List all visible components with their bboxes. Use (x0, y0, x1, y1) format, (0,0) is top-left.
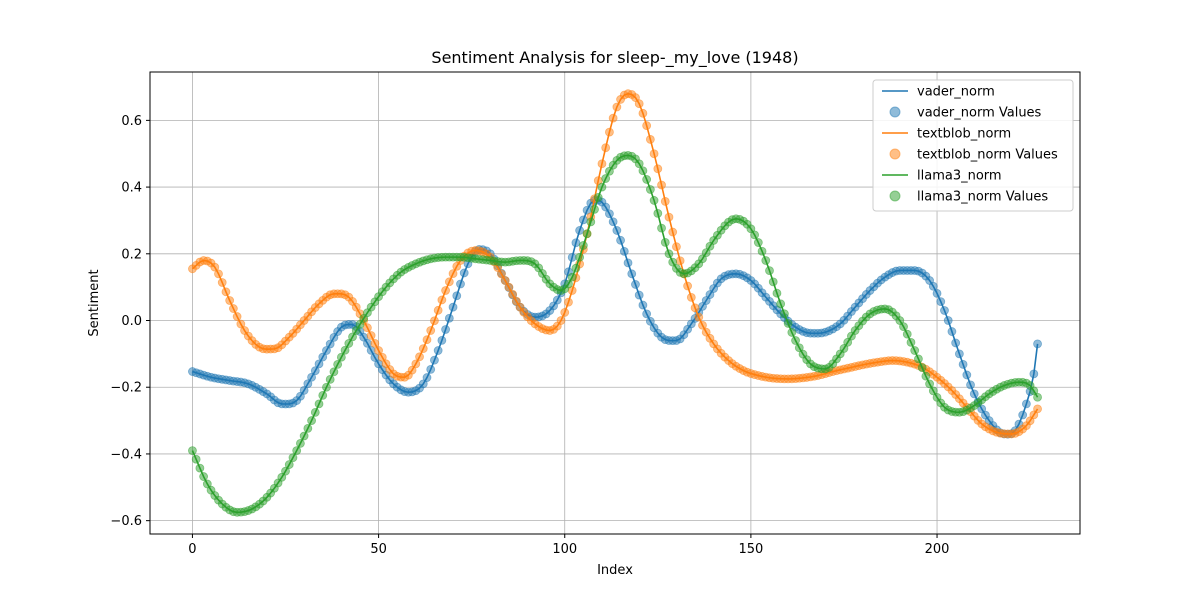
llama3_norm-legend-label: llama3_norm (917, 169, 1002, 184)
y-tick-label: 0.6 (121, 114, 142, 129)
llama3_norm-series (188, 150, 1042, 517)
vader_norm-legend-label: vader_norm (917, 85, 995, 100)
llama3_norm-values-legend-label: llama3_norm Values (917, 190, 1048, 205)
y-axis-label: Sentiment (87, 269, 102, 336)
y-tick-label: −0.2 (110, 381, 142, 396)
vader_norm-legend-marker (889, 106, 901, 118)
y-tick-label: 0.2 (121, 247, 142, 262)
axis-ticks: 0 50 100 150 200 −0.6 −0.4 −0.2 0.0 0.2 0.4 0.6 (110, 114, 949, 557)
y-tick-label: −0.6 (110, 514, 142, 529)
vader_norm-line (192, 199, 1039, 435)
x-tick-label: 100 (552, 542, 577, 557)
plot-frame (149, 71, 1081, 535)
textblob_norm-legend-marker (889, 148, 901, 160)
x-tick-label: 150 (738, 542, 763, 557)
llama3_norm-line (191, 154, 1039, 514)
y-tick-label: 0.0 (121, 314, 142, 329)
y-tick-label: 0.4 (121, 181, 142, 196)
chart-title: Sentiment Analysis for sleep-_my_love (1… (431, 48, 798, 68)
x-tick-label: 0 (188, 542, 196, 557)
x-tick-label: 200 (925, 542, 950, 557)
x-axis-label: Index (597, 563, 633, 578)
vader_norm-values-legend-label: vader_norm Values (917, 106, 1042, 121)
data-series (188, 89, 1042, 517)
legend: vader_norm vader_norm Values textblob_norm… (872, 79, 1074, 212)
legend-box (872, 79, 1074, 212)
textblob_norm-line (191, 92, 1039, 435)
textblob_norm-values-legend-label: textblob_norm Values (917, 148, 1058, 163)
x-tick-label: 50 (370, 542, 387, 557)
textblob_norm-legend-label: textblob_norm (917, 127, 1011, 142)
llama3_norm-legend-marker (889, 190, 901, 202)
y-tick-label: −0.4 (110, 447, 142, 462)
